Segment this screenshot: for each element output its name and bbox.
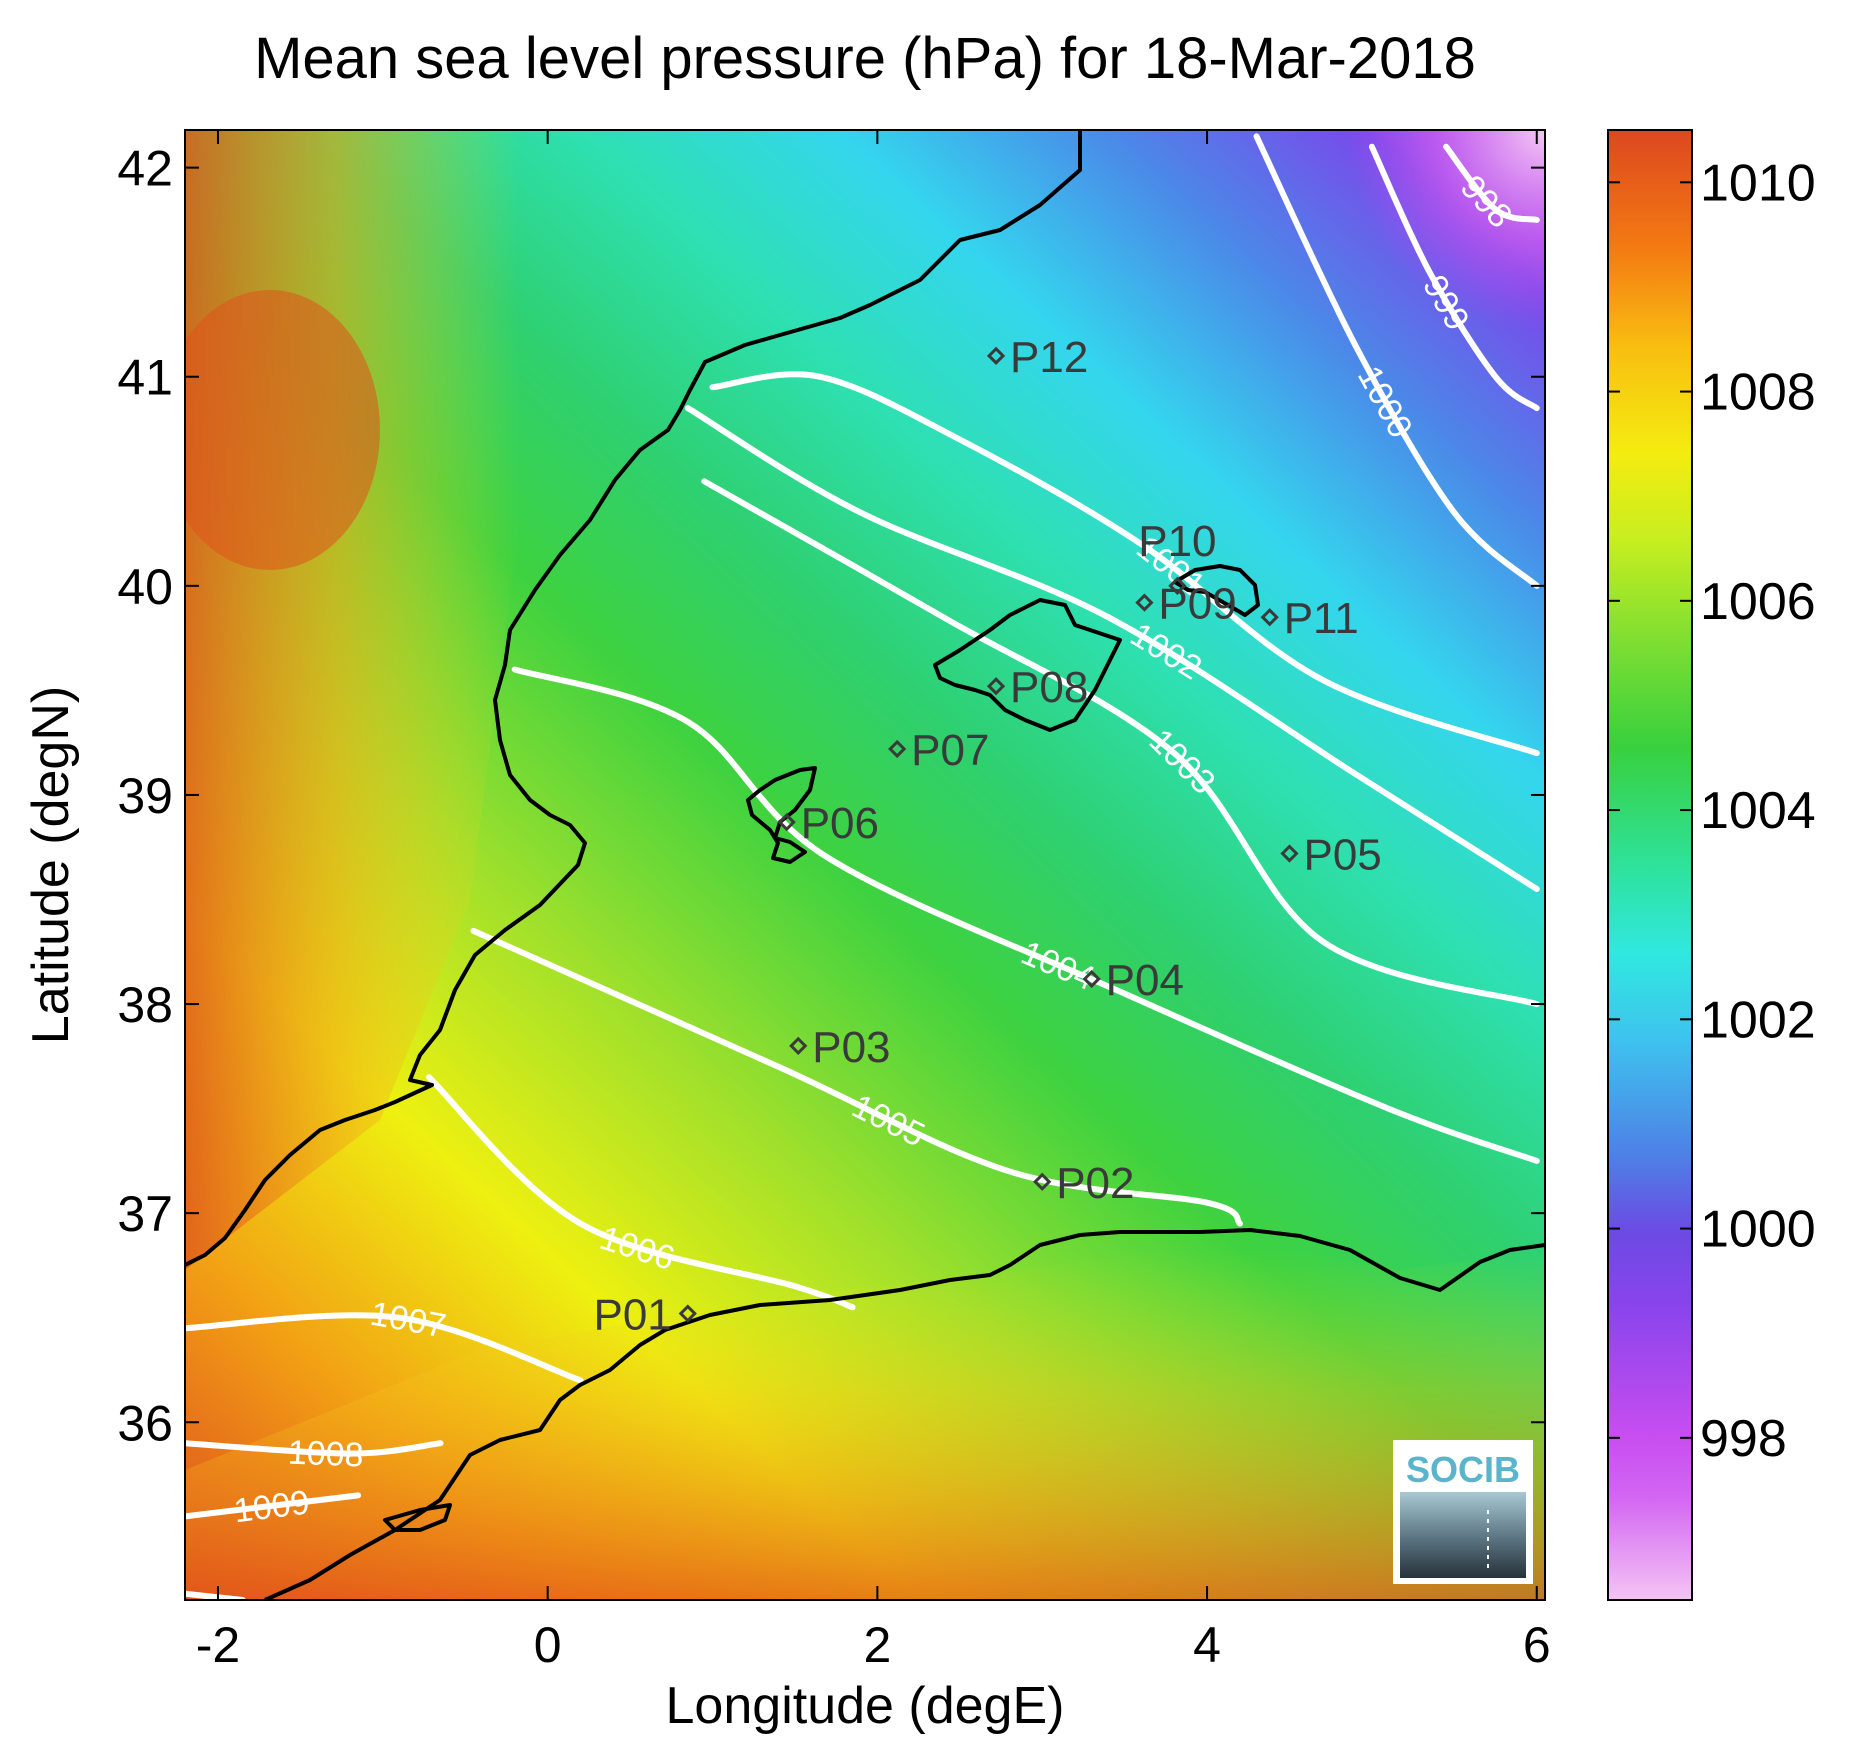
colorbar-tick-label: 1006: [1700, 573, 1816, 631]
y-tick-label: 41: [117, 350, 173, 406]
colorbar: 998 1000 1002 1004 1006 1008 1010: [1607, 129, 1816, 1601]
y-tick-label: 36: [117, 1395, 173, 1451]
station-p06: P06: [777, 799, 879, 848]
station-marker: [986, 346, 1006, 365]
colorbar-ticks: 998 1000 1002 1004 1006 1008 1010: [1608, 154, 1816, 1468]
colorbar-tick-label: 1008: [1700, 364, 1816, 422]
isobar-1005: [470, 927, 1243, 1227]
colorbar-tick-label: 998: [1700, 1410, 1787, 1468]
station-p02: P02: [1033, 1159, 1135, 1208]
station-p05: P05: [1280, 830, 1382, 879]
station-label: P02: [1056, 1159, 1134, 1208]
station-marker: [986, 677, 1006, 696]
station-marker: [1135, 593, 1154, 612]
x-tick-label: -2: [196, 1617, 240, 1673]
y-tick-label: 40: [117, 559, 173, 615]
colorbar-tick-label: 1004: [1700, 782, 1816, 840]
station-marker: [1280, 844, 1299, 863]
isobar-1001: [709, 371, 1540, 757]
iberia-highland: [185, 290, 380, 570]
station-label: P12: [1010, 333, 1088, 382]
isobar-998: [1443, 143, 1540, 223]
isobar-1004: [511, 666, 1540, 1164]
station-label: P04: [1106, 956, 1184, 1005]
plot-frame: [184, 129, 1546, 1601]
x-tick-label: 2: [863, 1617, 891, 1673]
x-tick-label: 4: [1193, 1617, 1221, 1673]
africa-land-shading: [185, 1240, 1545, 1600]
isobar-1000: [1253, 133, 1540, 589]
colorbar-tick-label: 1002: [1700, 991, 1816, 1049]
y-tick-label: 42: [117, 141, 173, 197]
alboran-island-coastline: [383, 1503, 452, 1532]
isobar-label-1009: 1009: [232, 1483, 312, 1530]
mallorca-coastline: [933, 598, 1122, 732]
station-label: P05: [1303, 830, 1381, 879]
station-label: P06: [801, 799, 879, 848]
station-label: P10: [1138, 517, 1216, 566]
ibiza-coastline: [746, 766, 817, 864]
africa-coastline: [264, 1228, 1545, 1600]
station-marker: [789, 1036, 808, 1055]
isobar-1003: [701, 478, 1540, 1008]
menorca-coastline: [1173, 564, 1260, 617]
station-marker: [1260, 608, 1279, 627]
x-tick-label: 0: [534, 1617, 562, 1673]
station-label: P08: [1010, 663, 1088, 712]
station-label: P11: [1284, 594, 1359, 643]
station-p08: P08: [986, 663, 1088, 712]
y-tick-label: 39: [117, 768, 173, 824]
plot-area: 9989991000100110021003100410051006100710…: [185, 130, 1545, 1600]
station-p04: P04: [1082, 956, 1184, 1005]
isobar-999: [1368, 143, 1540, 412]
iberia-coastline: [185, 130, 1082, 1267]
isobar-1009: [185, 1492, 362, 1520]
station-label: P07: [911, 726, 989, 775]
station-marker: [1082, 969, 1101, 989]
station-p01: P01: [593, 1291, 697, 1340]
y-tick-label: 37: [117, 1186, 173, 1242]
colorbar-tick-label: 1000: [1700, 1201, 1816, 1259]
station-p03: P03: [789, 1023, 891, 1072]
station-marker: [1168, 576, 1187, 595]
isobar-1006: [426, 1074, 856, 1311]
y-axis: 36 37 38 39 40 41 42: [117, 141, 1545, 1451]
station-marker: [678, 1304, 697, 1323]
station-label: P03: [812, 1023, 890, 1072]
station-p07: P07: [888, 726, 989, 775]
colorbar-scale: [1607, 129, 1693, 1601]
station-marker: [777, 813, 796, 832]
y-tick-label: 38: [117, 977, 173, 1033]
socib-logo: SOCIB: [1393, 1440, 1533, 1584]
station-p11: P11: [1260, 594, 1359, 643]
logo-text: SOCIB: [1406, 1449, 1520, 1490]
station-p12: P12: [986, 333, 1088, 382]
x-tick-label: 6: [1523, 1617, 1551, 1673]
station-label: P01: [593, 1291, 671, 1340]
station-marker: [1033, 1172, 1052, 1191]
map-title: Mean sea level pressure (hPa) for 18-Mar…: [254, 26, 1476, 91]
x-axis: -2 0 2 4 6: [196, 130, 1551, 1673]
isobar-label-1008: 1008: [287, 1433, 364, 1474]
colorbar-tick-label: 1010: [1700, 154, 1816, 212]
isobar-1008: [185, 1440, 444, 1457]
station-p10: P10: [1138, 517, 1217, 595]
station-marker: [888, 739, 907, 759]
x-axis-label: Longitude (degE): [666, 1677, 1065, 1735]
isobar-1002: [684, 405, 1540, 892]
y-axis-label: Latitude (degN): [22, 686, 80, 1044]
logo-image: [1400, 1492, 1526, 1578]
isobar-1007: [185, 1312, 584, 1384]
coastlines: [185, 130, 1545, 1600]
